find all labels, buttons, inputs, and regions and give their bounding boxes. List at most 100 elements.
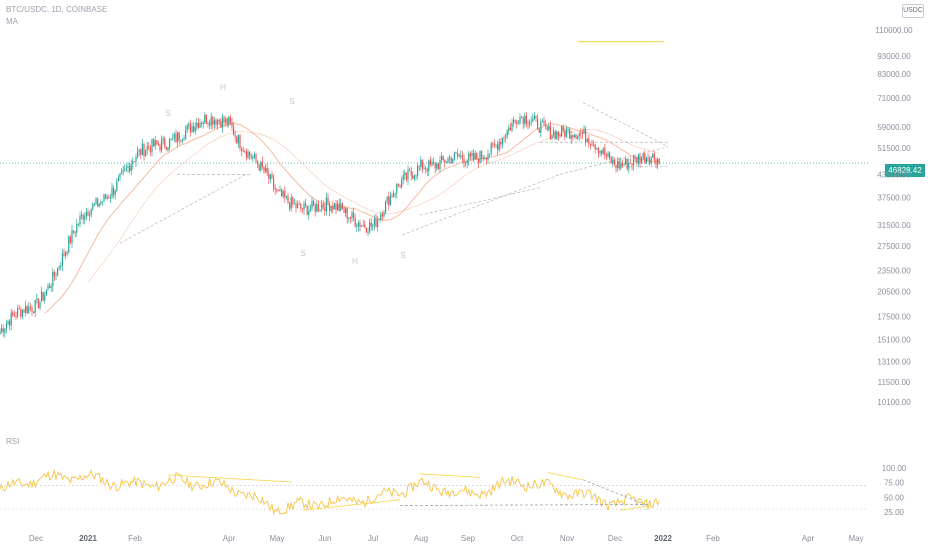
candle[interactable] — [31, 305, 33, 317]
candle[interactable] — [583, 125, 585, 135]
candle[interactable] — [527, 120, 529, 130]
candle[interactable] — [647, 153, 649, 162]
candle[interactable] — [589, 143, 591, 150]
candle[interactable] — [645, 156, 647, 165]
candle[interactable] — [34, 299, 36, 318]
moving-average-line-slow[interactable] — [87, 129, 660, 284]
candle[interactable] — [367, 227, 369, 237]
candle[interactable] — [637, 153, 639, 167]
candle[interactable] — [333, 202, 335, 210]
candle[interactable] — [191, 122, 193, 133]
candle[interactable] — [285, 195, 287, 200]
candle[interactable] — [106, 194, 108, 201]
candle[interactable] — [71, 225, 73, 248]
candle[interactable] — [634, 154, 636, 163]
candle[interactable] — [489, 153, 491, 158]
candle[interactable] — [100, 199, 102, 206]
candle[interactable] — [301, 207, 303, 214]
candle[interactable] — [525, 111, 527, 128]
candle[interactable] — [562, 124, 564, 133]
candle[interactable] — [148, 142, 150, 151]
candle[interactable] — [12, 310, 14, 318]
candle[interactable] — [613, 157, 615, 167]
candle[interactable] — [530, 116, 532, 127]
candle[interactable] — [519, 113, 521, 125]
candle[interactable] — [341, 202, 343, 210]
candle[interactable] — [503, 135, 505, 143]
candle[interactable] — [215, 117, 217, 128]
candle[interactable] — [605, 152, 607, 161]
candle[interactable] — [185, 125, 187, 140]
candle[interactable] — [169, 137, 171, 151]
candle[interactable] — [173, 132, 175, 142]
candle[interactable] — [89, 210, 91, 222]
candle[interactable] — [401, 176, 403, 189]
candle[interactable] — [140, 147, 142, 159]
candle[interactable] — [212, 115, 214, 130]
candle[interactable] — [28, 301, 30, 315]
candle[interactable] — [618, 157, 620, 171]
candle[interactable] — [628, 158, 630, 174]
candle[interactable] — [33, 310, 35, 314]
candle[interactable] — [413, 174, 415, 182]
candle[interactable] — [636, 157, 638, 166]
candle[interactable] — [253, 151, 255, 159]
rsi-trendline-drawing[interactable] — [167, 474, 293, 483]
candle[interactable] — [143, 142, 145, 161]
candle[interactable] — [290, 193, 292, 212]
candle[interactable] — [381, 211, 383, 222]
candle[interactable] — [79, 212, 81, 228]
candle[interactable] — [41, 286, 43, 302]
candle[interactable] — [332, 201, 334, 214]
candle[interactable] — [98, 202, 100, 208]
candle[interactable] — [337, 200, 339, 212]
candle[interactable] — [556, 130, 558, 140]
candle[interactable] — [561, 125, 563, 138]
moving-average-line[interactable] — [44, 122, 660, 314]
candle[interactable] — [65, 251, 67, 260]
candle[interactable] — [4, 328, 6, 338]
candle[interactable] — [242, 146, 244, 152]
candle[interactable] — [458, 153, 460, 158]
candle[interactable] — [193, 122, 195, 133]
candle[interactable] — [506, 129, 508, 140]
candle[interactable] — [621, 159, 623, 168]
candle[interactable] — [114, 189, 116, 200]
candle[interactable] — [415, 174, 417, 181]
candle[interactable] — [346, 208, 348, 224]
candle[interactable] — [580, 128, 582, 139]
candle[interactable] — [522, 116, 524, 130]
candle[interactable] — [239, 134, 241, 151]
candle[interactable] — [60, 261, 62, 271]
candle[interactable] — [279, 185, 281, 192]
candle[interactable] — [601, 149, 603, 157]
candle[interactable] — [575, 133, 577, 140]
candle[interactable] — [353, 207, 355, 222]
candle[interactable] — [130, 159, 132, 175]
candle[interactable] — [564, 127, 566, 141]
candle[interactable] — [396, 182, 398, 199]
candle[interactable] — [541, 118, 543, 123]
candle[interactable] — [10, 308, 12, 331]
candle[interactable] — [13, 310, 15, 318]
candle[interactable] — [234, 130, 236, 143]
candle[interactable] — [306, 205, 308, 216]
candle[interactable] — [237, 134, 239, 148]
candle[interactable] — [429, 156, 431, 167]
candle[interactable] — [557, 131, 559, 141]
candle[interactable] — [329, 201, 331, 217]
candle[interactable] — [449, 154, 451, 164]
candle[interactable] — [551, 133, 553, 140]
candle[interactable] — [463, 154, 465, 169]
candle[interactable] — [453, 151, 455, 161]
candle[interactable] — [255, 152, 257, 164]
candle[interactable] — [425, 165, 427, 174]
candle[interactable] — [457, 148, 459, 160]
candle[interactable] — [477, 158, 479, 168]
candle[interactable] — [84, 212, 86, 225]
candle[interactable] — [585, 126, 587, 147]
candle[interactable] — [18, 305, 20, 310]
candle[interactable] — [233, 121, 235, 136]
candle[interactable] — [335, 200, 337, 215]
candle[interactable] — [407, 165, 409, 185]
